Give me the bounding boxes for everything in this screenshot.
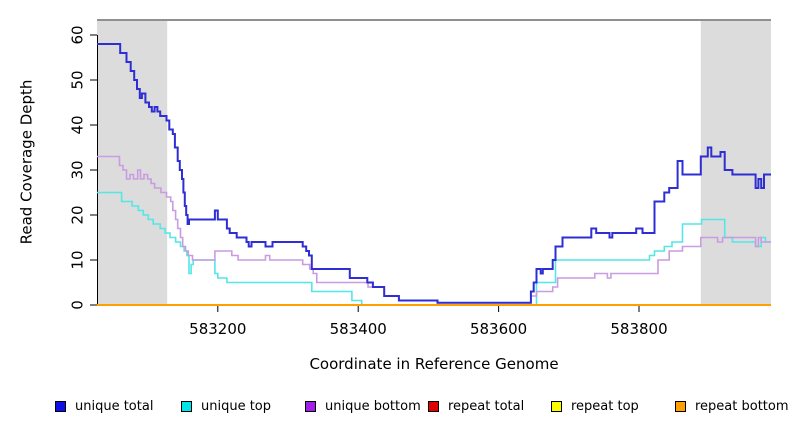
y-tick-label: 60 — [69, 25, 87, 44]
x-tick-label: 583400 — [330, 320, 387, 338]
legend-item-unique-top: unique top — [181, 397, 271, 415]
x-tick-label: 583200 — [189, 320, 246, 338]
shaded-region — [97, 20, 168, 305]
y-tick-label: 50 — [69, 70, 87, 89]
y-axis-title: Read Coverage Depth — [17, 79, 36, 245]
legend-label: repeat bottom — [695, 398, 789, 414]
series-unique-bottom — [97, 155, 771, 304]
y-tick-label: 0 — [69, 300, 87, 310]
y-tick-label: 30 — [69, 160, 87, 179]
x-tick-label: 583800 — [610, 320, 667, 338]
shaded-region — [700, 20, 771, 305]
legend-swatch-repeat-top — [551, 400, 562, 412]
legend-swatch-unique-top — [181, 400, 192, 412]
legend-label: unique top — [201, 398, 272, 414]
legend-swatch-repeat-bottom — [675, 400, 686, 412]
legend-label: repeat top — [571, 398, 639, 414]
legend: unique total unique top unique bottom repea… — [0, 397, 792, 417]
legend-item-unique-total: unique total — [55, 397, 153, 415]
y-tick-label: 20 — [69, 205, 87, 224]
legend-label: unique bottom — [325, 398, 421, 414]
x-tick-label: 583600 — [470, 320, 527, 338]
legend-item-repeat-bottom: repeat bottom — [675, 397, 789, 415]
legend-item-repeat-top: repeat top — [551, 397, 639, 415]
legend-label: unique total — [75, 398, 154, 414]
legend-label: repeat total — [448, 398, 525, 414]
legend-swatch-unique-bottom — [305, 400, 316, 412]
series-unique-total — [97, 43, 771, 304]
legend-item-repeat-total: repeat total — [428, 397, 524, 415]
legend-swatch-unique-total — [55, 400, 66, 412]
x-axis-title: Coordinate in Reference Genome — [309, 355, 559, 373]
legend-swatch-repeat-total — [428, 400, 439, 412]
series-unique-top — [97, 191, 771, 306]
y-tick-label: 10 — [69, 250, 87, 269]
legend-item-unique-bottom: unique bottom — [305, 397, 421, 415]
y-tick-label: 40 — [69, 115, 87, 134]
